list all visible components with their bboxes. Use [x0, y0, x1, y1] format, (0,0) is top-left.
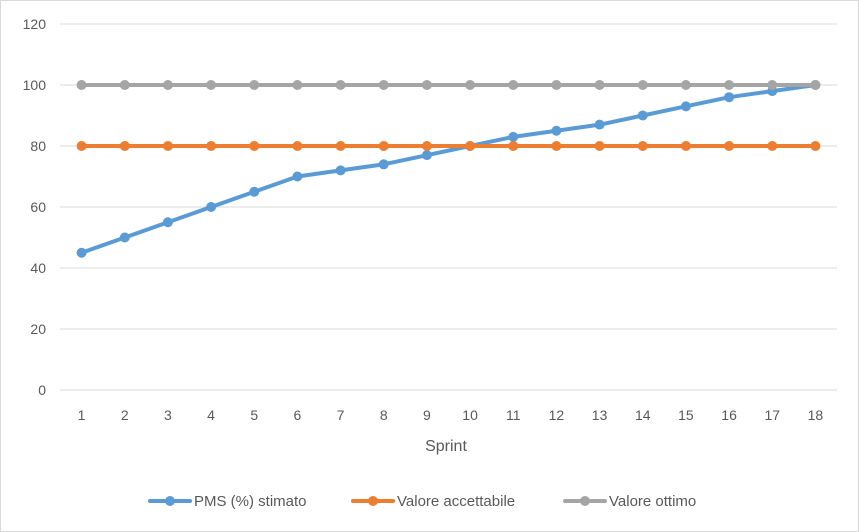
data-point	[637, 141, 648, 151]
x-tick-label: 11	[506, 407, 521, 423]
data-point	[724, 92, 735, 103]
x-tick-label: 2	[121, 407, 129, 423]
data-point	[810, 141, 821, 151]
y-axis-ticks: 0 20 40 60 80 100 120	[23, 16, 47, 398]
y-tick-label: 80	[30, 138, 46, 154]
series-1	[76, 80, 821, 258]
legend-item: Valore accettabile	[351, 493, 515, 510]
data-point	[680, 141, 691, 151]
legend-marker	[165, 496, 175, 506]
x-tick-label: 16	[721, 407, 737, 423]
data-point	[680, 101, 691, 112]
data-point	[76, 80, 87, 90]
data-point	[119, 232, 130, 243]
data-point	[767, 141, 778, 151]
legend-item: Valore ottimo	[563, 493, 696, 510]
legend-label: Valore accettabile	[397, 493, 515, 510]
data-point	[724, 141, 735, 151]
legend: PMS (%) stimato Valore accettabile Valore …	[148, 493, 696, 510]
y-tick-label: 120	[23, 16, 47, 32]
data-point	[249, 186, 260, 197]
data-point	[206, 80, 217, 90]
x-tick-label: 3	[164, 407, 172, 423]
y-tick-label: 0	[38, 382, 46, 398]
series-line	[79, 83, 818, 255]
data-point	[767, 80, 778, 90]
y-tick-label: 100	[23, 77, 47, 93]
y-tick-label: 60	[30, 199, 46, 215]
data-point	[378, 141, 389, 151]
x-tick-label: 10	[462, 407, 478, 423]
x-tick-label: 12	[549, 407, 565, 423]
legend-item: PMS (%) stimato	[148, 493, 307, 510]
x-tick-label: 1	[78, 407, 86, 423]
data-point	[421, 80, 432, 90]
x-tick-label: 6	[294, 407, 302, 423]
y-tick-label: 40	[30, 260, 46, 276]
data-point	[465, 141, 476, 151]
data-point	[637, 110, 648, 121]
x-tick-label: 7	[337, 407, 345, 423]
data-point	[680, 80, 691, 90]
data-point	[335, 141, 346, 151]
y-tick-label: 20	[30, 321, 46, 337]
data-point	[206, 141, 217, 151]
series-2	[76, 141, 821, 151]
data-point	[594, 141, 605, 151]
x-tick-label: 18	[808, 407, 824, 423]
data-point	[335, 165, 346, 176]
data-point	[508, 131, 519, 142]
data-point	[551, 125, 562, 136]
data-point	[421, 141, 432, 151]
data-point	[76, 141, 87, 151]
x-tick-label: 14	[635, 407, 651, 423]
data-point	[551, 141, 562, 151]
data-point	[551, 80, 562, 90]
data-point	[249, 80, 260, 90]
x-tick-label: 5	[250, 407, 258, 423]
data-point	[508, 141, 519, 151]
data-point	[594, 119, 605, 130]
data-point	[292, 171, 303, 182]
data-point	[76, 247, 87, 258]
x-tick-label: 4	[207, 407, 215, 423]
data-point	[206, 202, 217, 212]
series-3	[76, 80, 821, 90]
data-point	[378, 159, 389, 170]
data-point	[292, 80, 303, 90]
gridlines	[60, 23, 837, 391]
series-group	[76, 80, 821, 258]
x-tick-label: 15	[678, 407, 694, 423]
legend-label: Valore ottimo	[609, 493, 696, 510]
data-point	[637, 80, 648, 90]
x-tick-label: 8	[380, 407, 388, 423]
data-point	[724, 80, 735, 90]
data-point	[249, 141, 260, 151]
data-point	[292, 141, 303, 151]
data-point	[162, 80, 173, 90]
data-point	[162, 141, 173, 151]
data-point	[508, 80, 519, 90]
x-tick-label: 17	[764, 407, 780, 423]
x-axis-title: Sprint	[425, 438, 467, 455]
data-point	[594, 80, 605, 90]
x-axis-ticks: 1 2 3 4 5 6 7 8 9 10 11 12 13 14 15 16 17 18	[78, 407, 824, 423]
x-tick-label: 9	[423, 407, 431, 423]
data-point	[421, 150, 432, 161]
data-point	[162, 217, 173, 228]
x-tick-label: 13	[592, 407, 608, 423]
data-point	[335, 80, 346, 90]
legend-label: PMS (%) stimato	[194, 493, 307, 510]
data-point	[119, 141, 130, 151]
legend-marker	[580, 496, 590, 506]
data-point	[810, 80, 821, 90]
data-point	[465, 80, 476, 90]
data-point	[119, 80, 130, 90]
data-point	[378, 80, 389, 90]
legend-marker	[368, 496, 378, 506]
